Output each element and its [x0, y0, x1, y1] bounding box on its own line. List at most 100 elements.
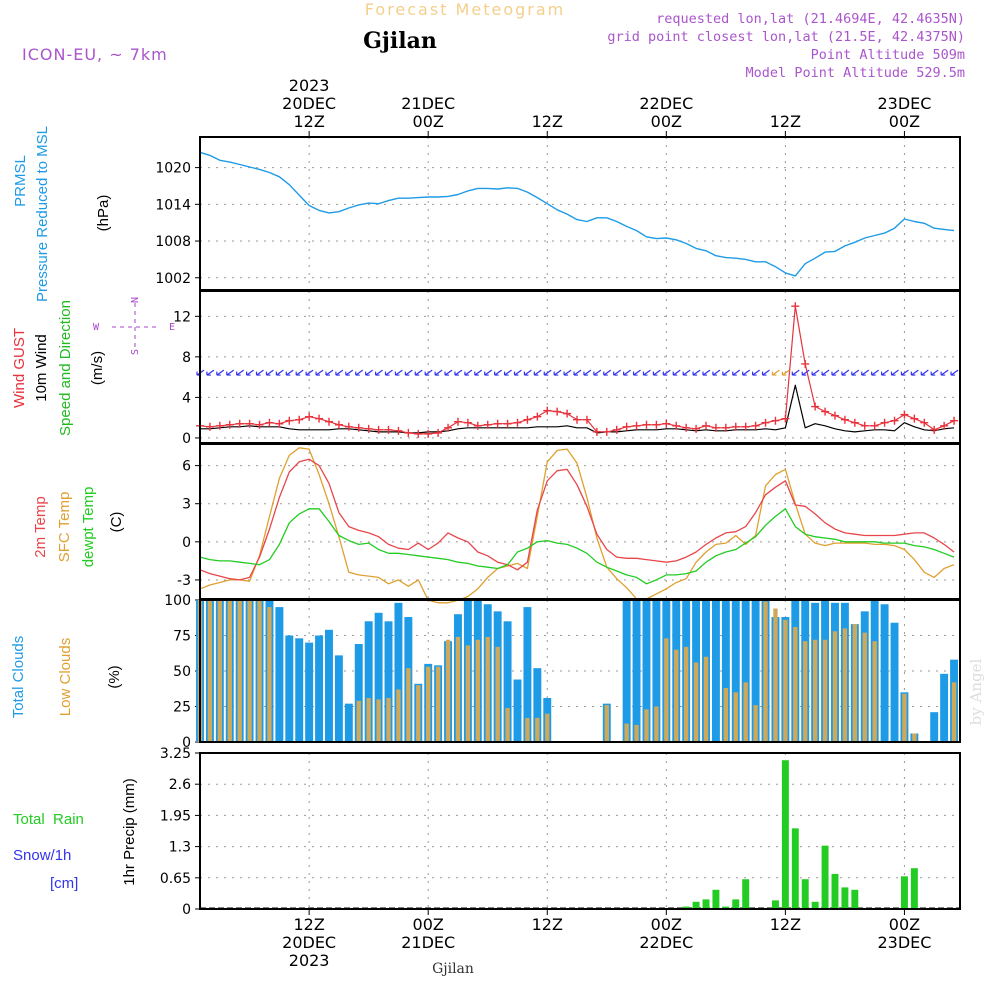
wind-gust-marker: [553, 407, 562, 416]
wind-direction-arrow: [246, 369, 254, 376]
wind-gust-marker: [463, 418, 472, 427]
top-time-label: 12Z: [770, 112, 801, 131]
wind-gust-marker: [424, 429, 433, 438]
top-time-label: 22DEC: [639, 94, 693, 113]
compass-north: N: [130, 297, 141, 303]
wind-gust-marker: [563, 409, 572, 418]
meteogram-title: Forecast Meteogram: [365, 0, 565, 19]
low-cloud-bar: [852, 624, 858, 742]
total-cloud-bar: [652, 600, 661, 742]
top-time-label: 00Z: [413, 112, 444, 131]
wind-direction-arrow: [623, 369, 631, 376]
top-time-label: 00Z: [889, 112, 920, 131]
label-celsius: (C): [108, 512, 125, 533]
wind-direction-arrow: [543, 369, 552, 376]
low-cloud-bar: [525, 717, 530, 742]
wind-gust-marker: [374, 425, 383, 434]
total-cloud-bar: [533, 668, 542, 742]
total-cloud-bar: [930, 712, 939, 742]
wind-gust-marker: [354, 423, 363, 432]
wind-direction-arrow: [494, 369, 502, 376]
wind-direction-arrow: [761, 369, 770, 376]
rain-bar: [910, 868, 918, 909]
wind-gust-marker: [791, 302, 800, 311]
wind-direction-arrow: [533, 369, 542, 376]
wind-gust-marker: [840, 415, 849, 424]
y-tick-label: 1002: [155, 271, 191, 287]
label-total-clouds: Total Clouds: [10, 636, 27, 719]
y-tick-label: 0.65: [160, 871, 191, 887]
wind-gust-marker: [890, 416, 899, 425]
low-cloud-bar: [912, 733, 917, 742]
bottom-time-label: 00Z: [889, 915, 920, 934]
wind-direction-arrow: [682, 369, 691, 376]
wind-direction-arrow: [503, 369, 512, 376]
rain-bar: [831, 873, 839, 909]
wind-direction-arrow: [811, 369, 820, 376]
wind-direction-arrow: [236, 369, 245, 376]
wind-gust-marker: [255, 420, 264, 429]
wind-gust-marker: [235, 419, 244, 428]
wind-gust-marker: [702, 421, 711, 430]
pressure-line: [199, 151, 955, 277]
bottom-time-label: 21DEC: [401, 933, 455, 952]
y-tick-label: -3: [177, 573, 191, 589]
label-snow-cm: [cm]: [50, 875, 78, 892]
wind-gust-marker: [513, 418, 522, 427]
wind-gust-marker: [731, 422, 740, 431]
wind-gust-marker: [811, 402, 820, 411]
low-cloud-bar: [465, 645, 471, 742]
wind-direction-arrow: [880, 369, 889, 376]
wind-direction-arrow: [950, 369, 959, 376]
total-cloud-bar: [374, 612, 383, 742]
y-tick-label: 0: [182, 535, 191, 551]
wind-gust-marker: [821, 407, 830, 416]
total-cloud-bar: [384, 621, 393, 742]
low-cloud-bar: [763, 601, 768, 742]
temp-sfc-line: [199, 447, 955, 604]
low-cloud-bar: [624, 723, 629, 742]
rain-bar: [851, 889, 859, 909]
wind-direction-arrow: [890, 369, 899, 376]
wind-gust-marker: [225, 420, 234, 429]
y-tick-label: 3: [182, 497, 191, 513]
rain-bar: [900, 876, 908, 909]
total-cloud-bar: [642, 600, 651, 742]
top-time-label: 21DEC: [401, 94, 455, 113]
low-cloud-bar: [812, 639, 818, 742]
rain-bar: [722, 906, 730, 909]
wind-direction-arrow: [285, 369, 294, 376]
wind-gust-marker: [741, 422, 750, 431]
wind-direction-arrow: [920, 369, 929, 376]
point-altitude: Point Altitude 509m: [811, 47, 965, 63]
wind-gust-marker: [672, 421, 681, 430]
wind-direction-arrow: [841, 369, 850, 376]
total-cloud-bar: [890, 622, 899, 742]
low-cloud-bar: [217, 600, 223, 742]
top-time-label: 23DEC: [877, 94, 931, 113]
wind-gust-marker: [602, 427, 611, 436]
bottom-time-label: 00Z: [651, 915, 682, 934]
wind-direction-arrow: [374, 369, 383, 376]
total-cloud-bar: [940, 673, 949, 742]
total-cloud-bar: [285, 635, 294, 742]
low-cloud-bar: [733, 692, 738, 742]
label-speed-direction: Speed and Direction: [57, 300, 74, 436]
wind-direction-arrow: [365, 369, 374, 376]
wind-direction-arrow: [216, 369, 225, 376]
bottom-time-label: 20DEC: [282, 933, 336, 952]
y-tick-label: 12: [173, 309, 191, 325]
wind-direction-arrow: [732, 369, 741, 376]
wind-direction-arrow: [553, 369, 562, 376]
low-cloud-bar: [803, 641, 808, 742]
low-cloud-bar: [902, 693, 907, 742]
wind-direction-arrow: [851, 369, 860, 376]
total-cloud-bar: [315, 635, 324, 742]
wind-direction-arrow: [702, 369, 711, 376]
y-tick-label: 50: [173, 664, 191, 680]
clouds-panel: 0 25 50 75 100: [164, 593, 961, 751]
wind-gust-marker: [344, 422, 353, 431]
wind-gust-marker: [682, 423, 691, 432]
label-precip-mm: 1hr Precip (mm): [121, 778, 138, 886]
y-tick-label: 0: [182, 735, 191, 751]
